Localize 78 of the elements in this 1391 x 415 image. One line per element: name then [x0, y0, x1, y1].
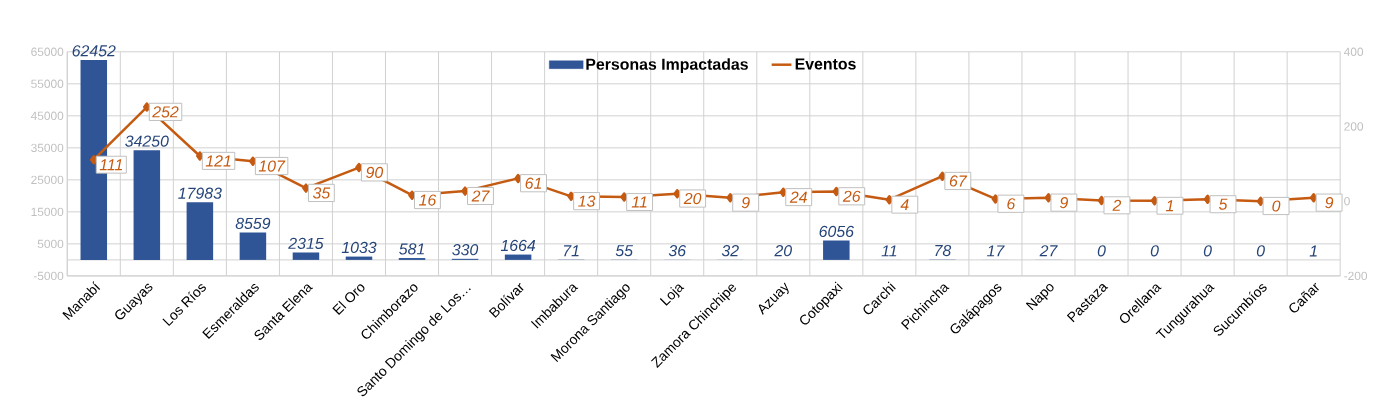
bar	[292, 252, 320, 260]
data-label: 1	[1165, 200, 1174, 212]
data-label: 17	[987, 245, 1005, 257]
point	[302, 183, 310, 193]
point	[514, 173, 522, 183]
point	[355, 162, 363, 173]
y2-tick-label: 400	[1343, 47, 1364, 56]
data-label: 67	[949, 175, 968, 187]
point	[196, 151, 204, 161]
data-label: 581	[399, 243, 424, 255]
data-label: 0	[1256, 244, 1265, 257]
data-label: 61	[525, 177, 542, 189]
y-tick-label: 65000	[31, 47, 64, 56]
data-label: 8559	[235, 217, 271, 229]
y-tick-label: 5000	[37, 239, 64, 248]
point	[142, 102, 151, 112]
data-label: 5	[1218, 198, 1228, 210]
data-label: 0	[1272, 200, 1281, 212]
data-label: 0	[1150, 244, 1159, 257]
data-label: 6	[1007, 197, 1016, 210]
data-label: 11	[881, 245, 897, 257]
data-label: 252	[152, 106, 179, 118]
data-label: 27	[1039, 245, 1058, 257]
bar	[133, 150, 161, 260]
data-label: 20	[774, 244, 792, 257]
data-label: 90	[366, 166, 384, 178]
data-label: 1033	[341, 241, 377, 253]
data-label: 16	[419, 194, 437, 206]
data-label: 32	[721, 244, 739, 257]
y-tick-label: 45000	[30, 111, 64, 120]
data-label: 17983	[178, 187, 222, 199]
bar	[239, 232, 267, 260]
bar	[823, 240, 850, 260]
point	[1256, 196, 1265, 206]
data-label: 62452	[72, 45, 116, 57]
data-label: 20	[683, 192, 702, 204]
data-label: 36	[668, 244, 687, 257]
data-label: 1	[1309, 245, 1317, 257]
data-label: 9	[1060, 196, 1068, 209]
data-label: 9	[741, 196, 750, 209]
data-label: 24	[789, 191, 807, 203]
data-label: 55	[615, 244, 634, 257]
data-label: 11	[631, 196, 647, 208]
data-label: 35	[312, 187, 331, 199]
data-label: 0	[1097, 244, 1106, 257]
point	[89, 154, 98, 165]
data-label: 34250	[125, 135, 169, 147]
data-label: 26	[842, 190, 861, 202]
legend-label: Eventos	[795, 58, 856, 70]
data-label: 2	[1112, 199, 1122, 211]
y2-tick-label: -200	[1344, 271, 1368, 280]
data-label: 4	[900, 199, 909, 210]
data-label: 1664	[500, 239, 536, 251]
point	[567, 191, 575, 201]
point	[1309, 192, 1318, 203]
data-label: 13	[578, 195, 596, 207]
y-tick-label: 15000	[31, 207, 64, 216]
y2-tick-label: 200	[1344, 122, 1364, 131]
data-label: 111	[99, 159, 123, 170]
bar	[186, 202, 214, 260]
point	[249, 156, 257, 166]
x-tick-label: Loja	[659, 284, 685, 306]
data-label: 9	[1325, 196, 1334, 209]
data-label: 121	[205, 155, 231, 167]
legend-label: Personas Impactadas	[586, 58, 748, 73]
y-tick-label: 25000	[31, 175, 64, 184]
data-label: 71	[563, 245, 579, 256]
data-label: 2315	[288, 237, 324, 249]
y-tick-label: -5000	[33, 271, 64, 280]
data-label: 330	[452, 243, 479, 256]
y-tick-label: 35000	[31, 143, 64, 152]
data-label: 0	[1203, 244, 1212, 257]
data-label: 27	[471, 190, 490, 202]
data-label: 107	[258, 160, 286, 172]
data-label: 78	[935, 244, 952, 256]
bar	[504, 254, 532, 260]
y-tick-label: 55000	[31, 79, 64, 88]
data-label: 6056	[819, 225, 854, 237]
